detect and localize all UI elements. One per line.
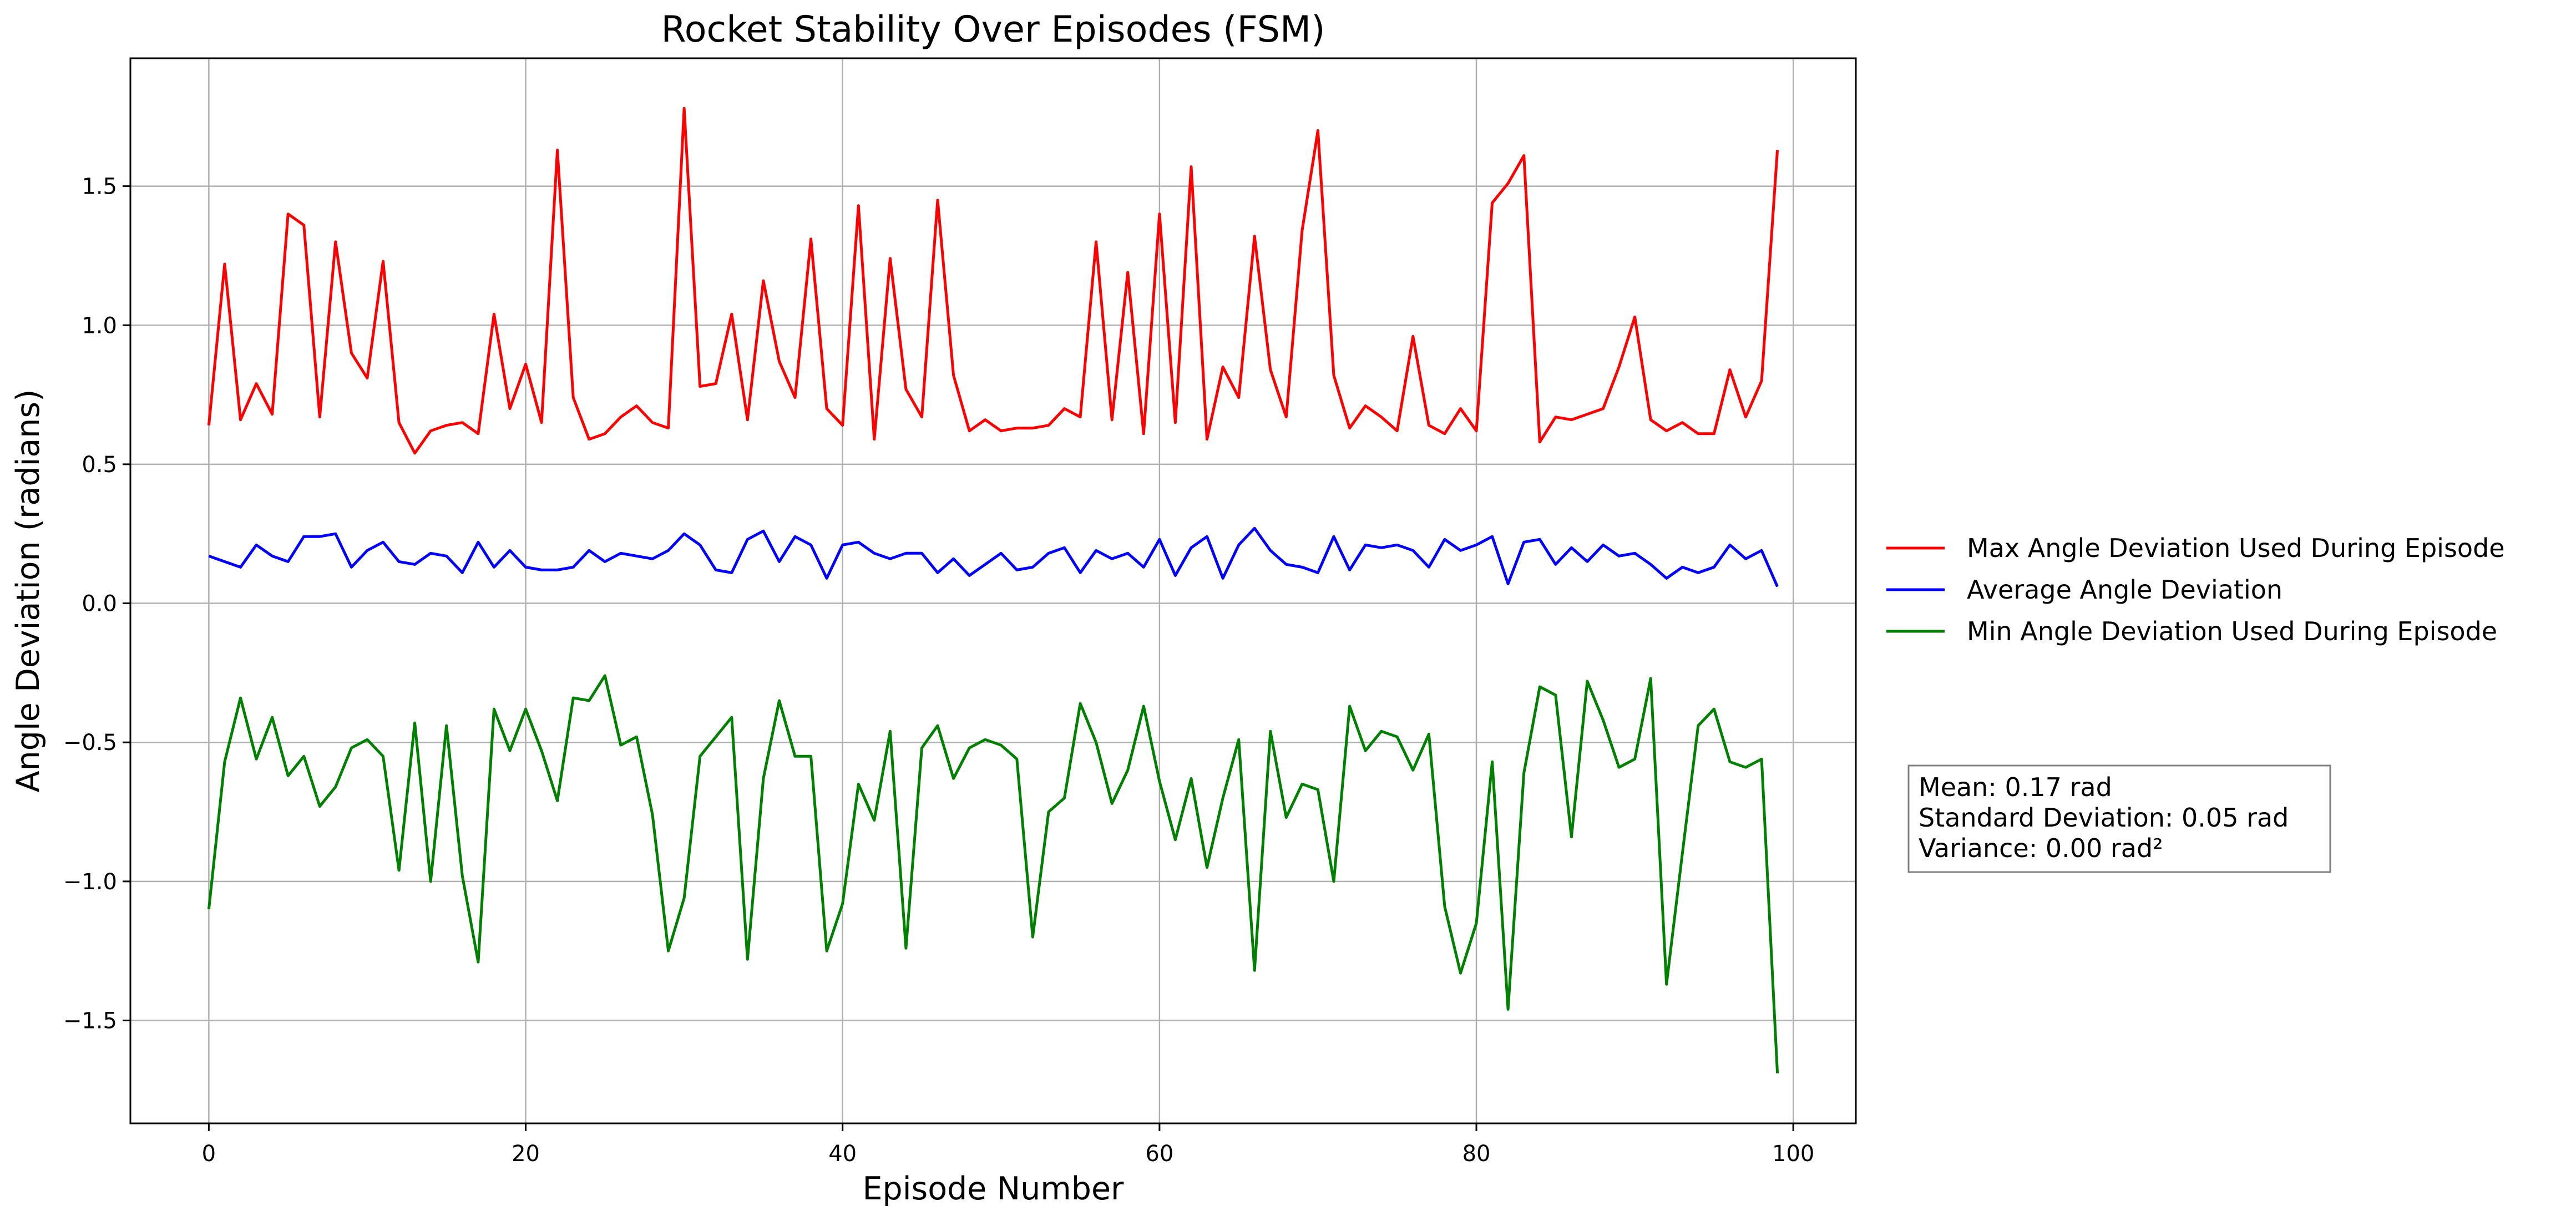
x-tick-label: 20 — [512, 1141, 540, 1167]
series-lines — [207, 107, 1779, 1073]
stats-variance: Variance: 0.00 rad² — [1919, 833, 2163, 863]
x-tick-label: 40 — [828, 1141, 857, 1167]
y-tick-label: 1.5 — [82, 174, 117, 200]
y-tick-label: 0.5 — [82, 452, 117, 478]
stats-mean: Mean: 0.17 rad — [1919, 772, 2112, 802]
x-tick-label: 60 — [1145, 1141, 1173, 1167]
x-axis-ticks: 0 20 40 60 80 100 — [202, 1123, 1814, 1167]
x-axis-label: Episode Number — [863, 1171, 1125, 1207]
chart-title: Rocket Stability Over Episodes (FSM) — [661, 9, 1325, 50]
plot-frame — [129, 57, 1857, 1124]
y-tick-label: −1.5 — [63, 1009, 117, 1034]
legend-label-min: Min Angle Deviation Used During Episode — [1967, 616, 2497, 646]
stats-annotation-box: Mean: 0.17 rad Standard Deviation: 0.05 … — [1907, 764, 2331, 873]
x-tick-label: 100 — [1772, 1141, 1814, 1167]
legend-label-max: Max Angle Deviation Used During Episode — [1967, 533, 2505, 563]
stats-std: Standard Deviation: 0.05 rad — [1919, 803, 2289, 833]
series-line-max-angle — [207, 107, 1779, 455]
series-line-min-angle — [207, 674, 1779, 1073]
y-tick-label: 0.0 — [82, 591, 117, 617]
y-axis-ticks: −1.5 −1.0 −0.5 0.0 0.5 1.0 1.5 — [63, 174, 130, 1034]
series-line-average-angle — [208, 526, 1779, 587]
y-tick-label: −1.0 — [63, 869, 117, 895]
legend: Max Angle Deviation Used During Episode … — [1886, 533, 2505, 646]
x-tick-label: 0 — [202, 1141, 216, 1167]
legend-label-avg: Average Angle Deviation — [1967, 575, 2283, 605]
stats-box-frame — [1907, 764, 2331, 873]
y-axis-label: Angle Deviation (radians) — [10, 389, 47, 793]
x-tick-label: 80 — [1462, 1141, 1491, 1167]
y-tick-label: −0.5 — [63, 730, 117, 756]
y-tick-label: 1.0 — [82, 313, 117, 338]
